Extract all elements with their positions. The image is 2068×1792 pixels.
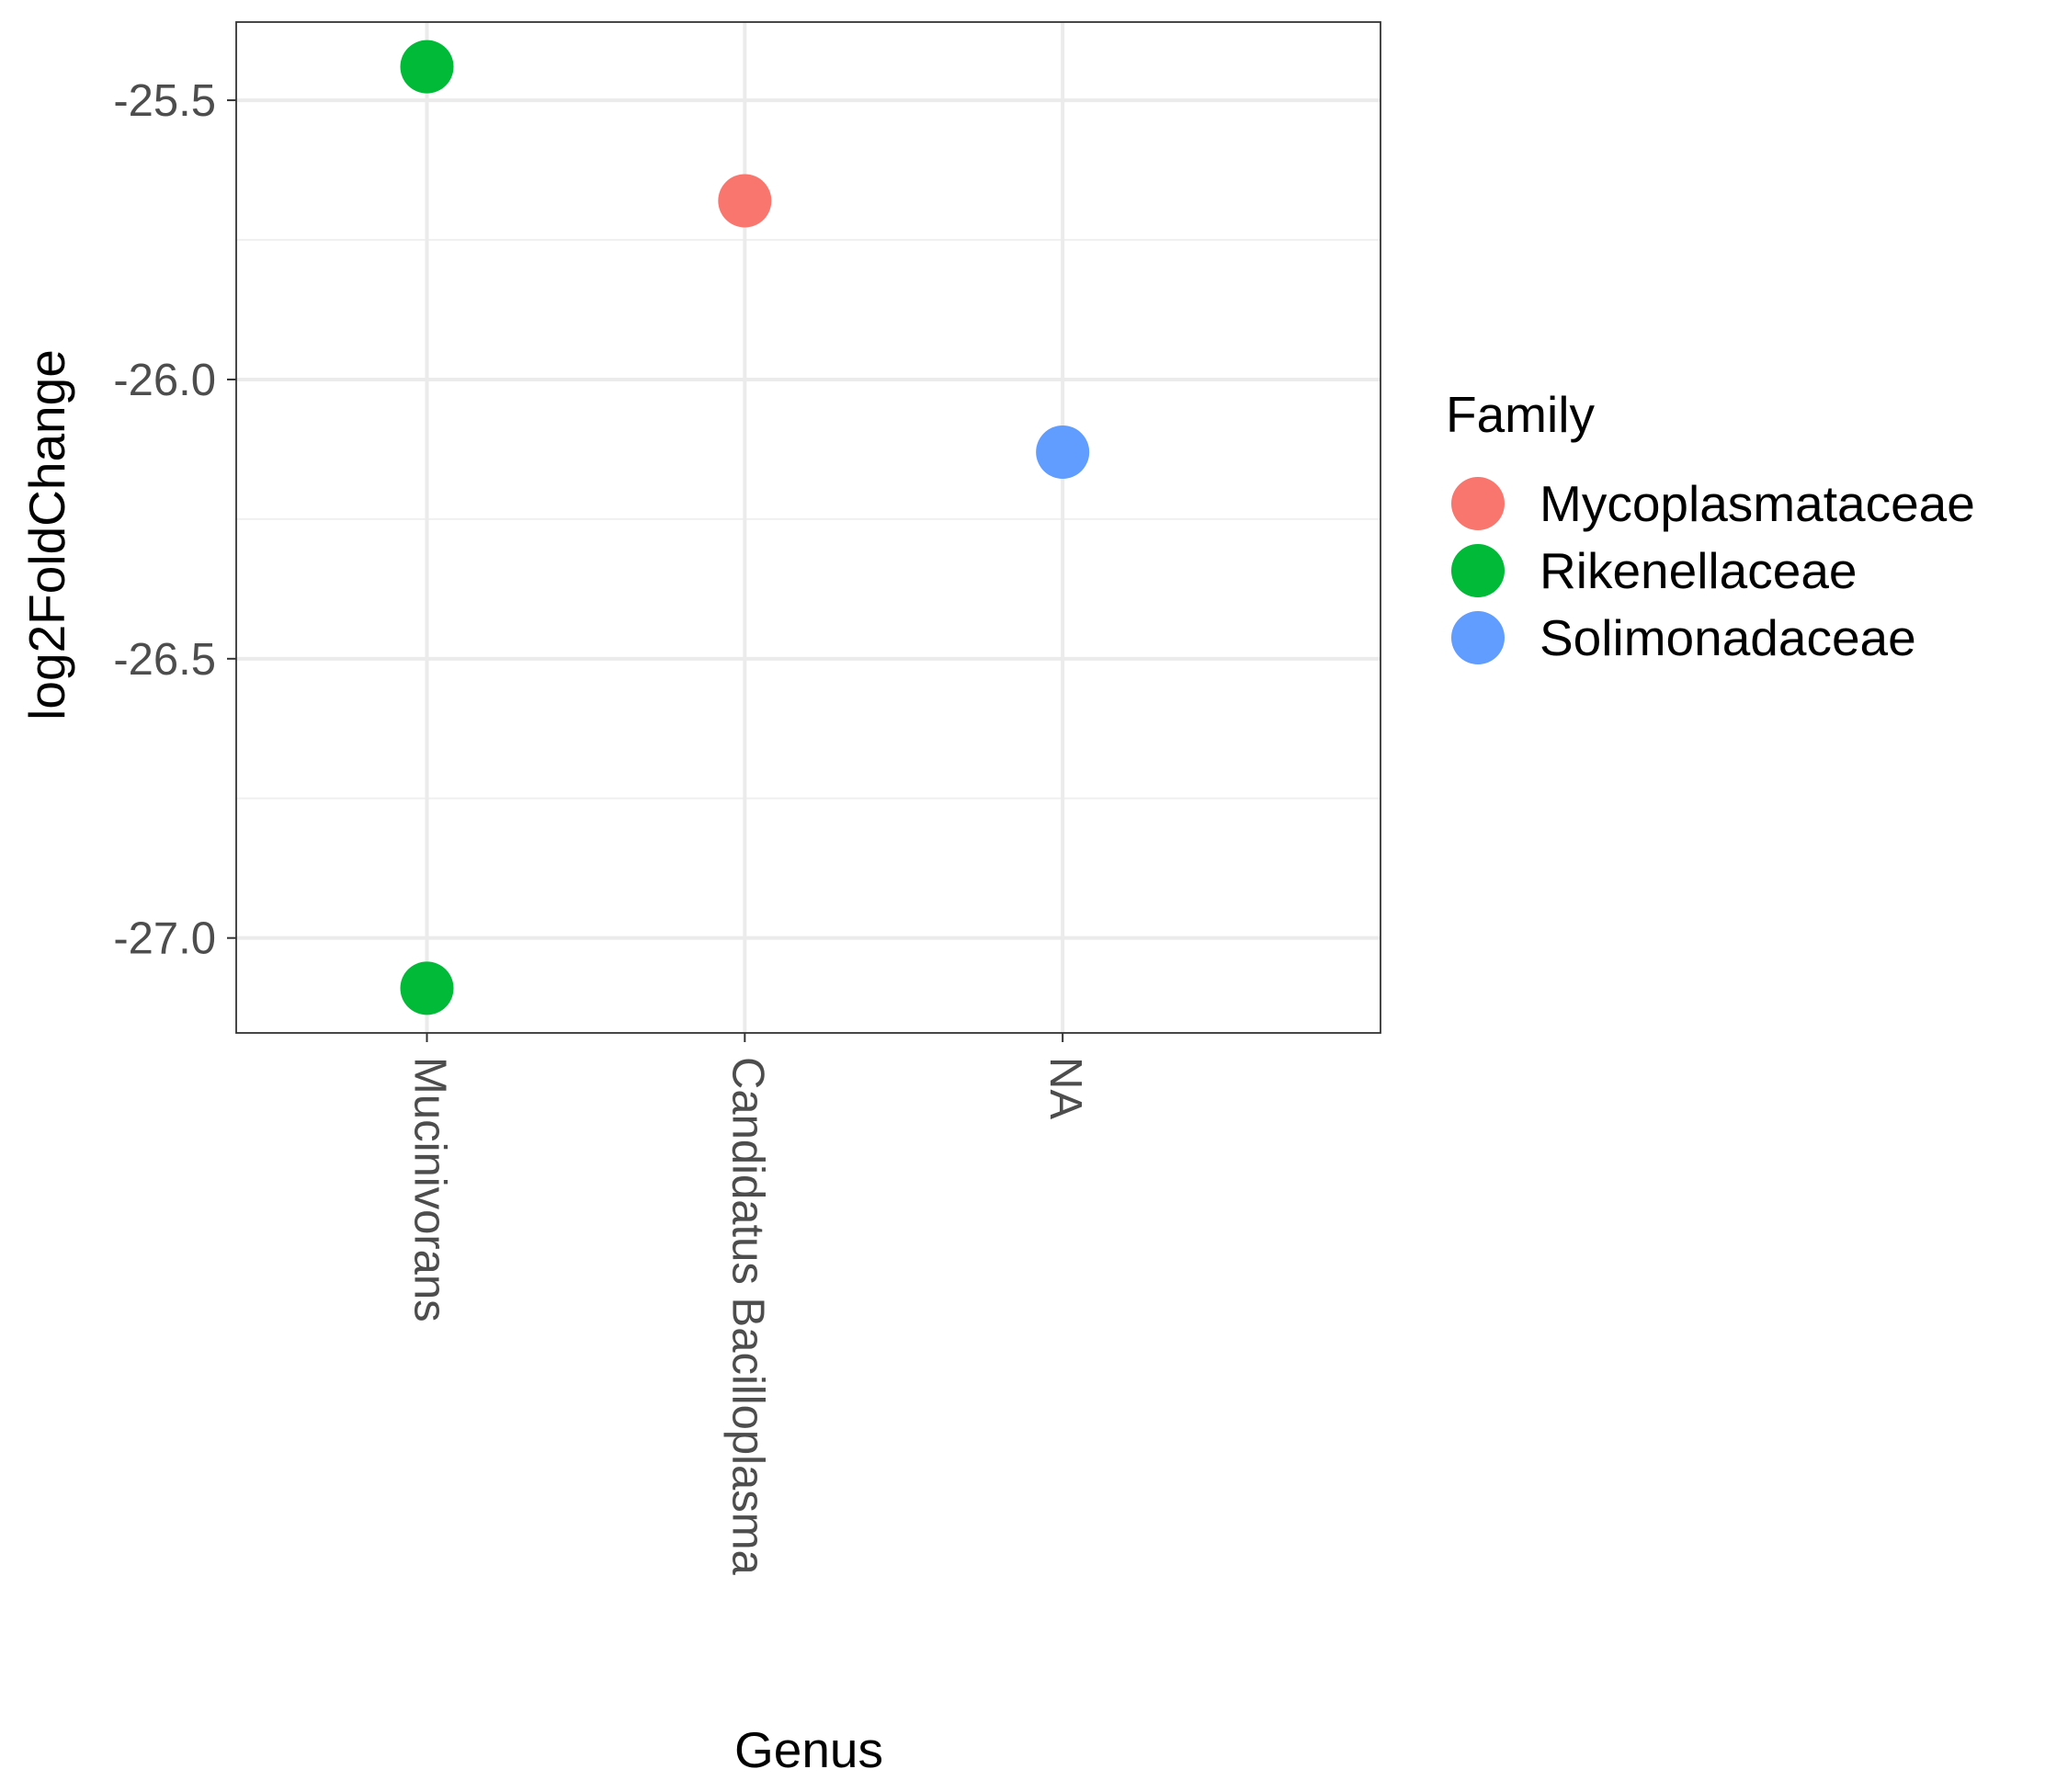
data-point [718, 174, 772, 228]
legend-label: Rikenellaceae [1540, 542, 1858, 599]
y-axis-title: log2FoldChange [18, 349, 75, 720]
panel-border [235, 21, 1381, 1034]
y-tick-label: -26.0 [113, 356, 216, 405]
legend-title: Family [1446, 386, 1595, 443]
legend-label: Solimonadaceae [1540, 609, 1916, 666]
y-tick-label: -27.0 [113, 914, 216, 964]
x-axis: Mucinivorans Candidatus Bacilloplasma NA [405, 1033, 1090, 1576]
legend: Family Mycoplasmataceae Rikenellaceae Soli… [1446, 386, 1975, 666]
data-point [400, 961, 454, 1015]
x-tick-label: Mucinivorans [405, 1057, 455, 1322]
x-tick-label: Candidatus Bacilloplasma [722, 1057, 772, 1576]
legend-key [1451, 544, 1505, 597]
x-tick-label: NA [1040, 1057, 1090, 1119]
y-axis: -27.0 -26.5 -26.0 -25.5 [113, 76, 236, 964]
y-tick-label: -26.5 [113, 635, 216, 685]
x-axis-title: Genus [734, 1721, 883, 1778]
grid-lines [236, 22, 1381, 1033]
data-points [400, 40, 1090, 1015]
legend-key [1451, 611, 1505, 664]
legend-label: Mycoplasmataceae [1540, 475, 1975, 532]
data-point [400, 40, 454, 94]
legend-key [1451, 477, 1505, 530]
data-point [1036, 425, 1090, 479]
y-tick-label: -25.5 [113, 76, 216, 126]
